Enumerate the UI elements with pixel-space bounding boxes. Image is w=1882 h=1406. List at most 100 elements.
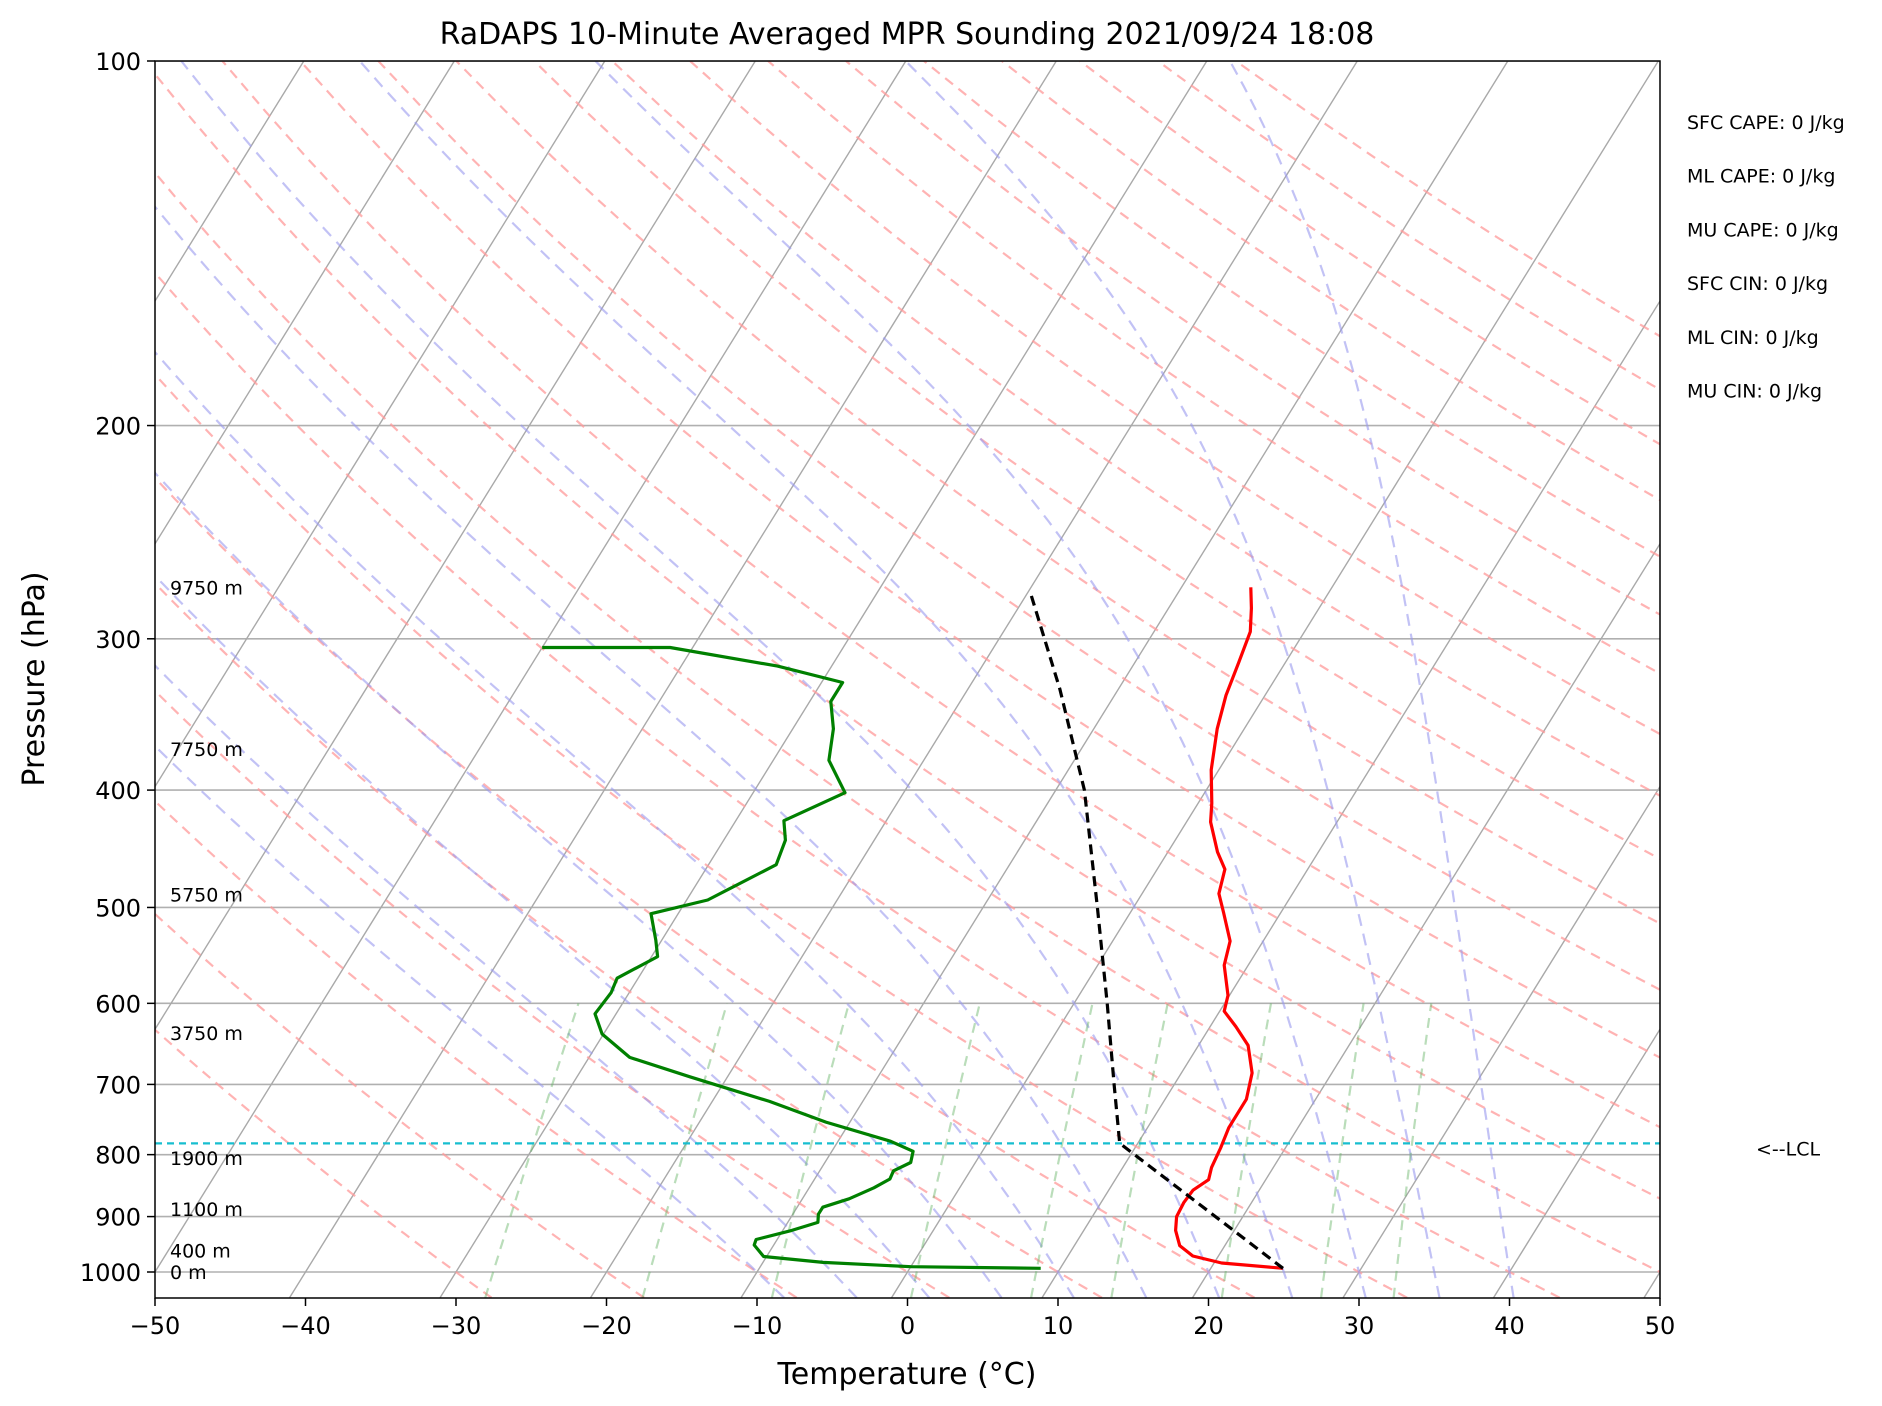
dry-adiabat [533,61,1660,861]
dry-adiabat [155,372,1408,1298]
dry-adiabat [923,61,1660,558]
background-lines [0,61,1882,1298]
dry-adiabat [155,799,798,1298]
moist-adiabat [155,744,785,1298]
y-axis: 100 200 300 400 500 600 700 800 900 1000 [80,48,155,1287]
y-axis-label: Pressure (hPa) [17,571,52,786]
dry-adiabat [155,581,1103,1298]
dry-adiabat [1235,61,1660,338]
mixing-ratio-line [1110,1003,1169,1298]
y-tick-label: 900 [95,1204,141,1232]
x-tick-label: 30 [1344,1312,1375,1340]
dry-adiabat [221,61,1660,1129]
y-tick-label: 200 [95,413,141,441]
y-tick-label: 100 [95,48,141,76]
dry-adiabat [1001,61,1660,502]
dry-adiabat [155,689,950,1298]
mixing-ratio-line [1030,1003,1094,1298]
mixing-ratio-line [1392,1003,1433,1298]
dry-adiabat [155,476,1256,1298]
y-tick-label: 400 [95,777,141,805]
isotherm-line [1795,61,1882,1298]
y-tick-label: 500 [95,894,141,922]
series-layer [155,587,1660,1270]
height-label: 1100 m [170,1199,243,1221]
x-tick-label: 50 [1645,1312,1676,1340]
isotherm-line [288,61,1057,1298]
moist-adiabat [904,61,1441,1298]
moist-adiabat [180,61,1221,1298]
dry-adiabat [155,1028,493,1298]
y-tick-label: 1000 [80,1259,141,1287]
index-text: ML CIN: 0 J/kg [1687,327,1819,349]
height-label: 9750 m [170,577,243,599]
x-axis: −50 −40 −30 −20 −10 0 10 20 30 40 50 [130,1298,1676,1340]
x-axis-label: Temperature (°C) [777,1357,1037,1392]
lcl-label: <--LCL [1756,1138,1820,1160]
moist-adiabat [155,574,931,1298]
dry-adiabat [377,61,1660,991]
x-tick-label: −30 [431,1312,482,1340]
dry-adiabat [455,61,1660,925]
dry-adiabat [155,171,1660,1274]
moist-adiabat [1228,61,1515,1298]
moist-adiabat [155,471,1003,1298]
index-text: ML CAPE: 0 J/kg [1687,166,1835,188]
height-labels: 9750 m 7750 m 5750 m 3750 m 1900 m 1100 m 400 … [170,577,243,1284]
temperature-profile-line [1173,587,1284,1270]
dry-adiabat [155,271,1561,1298]
index-text: MU CIN: 0 J/kg [1687,381,1822,403]
moist-adiabat [594,61,1367,1298]
dry-adiabat [155,912,645,1298]
moist-adiabat [155,205,1148,1298]
index-text: MU CAPE: 0 J/kg [1687,219,1839,241]
isotherm-line [1041,299,1660,1298]
dry-adiabat [689,61,1660,736]
height-label: 400 m [170,1241,231,1263]
dry-adiabat [1079,61,1660,446]
isotherm-line [1191,542,1660,1298]
height-label: 1900 m [170,1148,243,1170]
moist-adiabat [155,350,1075,1298]
height-label: 5750 m [170,885,243,907]
index-text: SFC CAPE: 0 J/kg [1687,112,1845,134]
height-label: 3750 m [170,1023,243,1045]
dry-adiabat [155,72,1660,1200]
mixing-ratio-line [1320,1003,1365,1298]
x-tick-label: 0 [900,1312,915,1340]
moist-adiabat [155,664,858,1298]
isotherm-line [0,61,3,1298]
isotherm-line [155,61,305,303]
dry-adiabat [299,61,1660,1059]
isotherm-line [589,61,1358,1298]
isotherm-line [439,61,1208,1298]
isotherm-line [1643,1270,1660,1298]
y-tick-label: 700 [95,1071,141,1099]
isotherm-line [890,61,1659,1298]
mixing-ratio-line [770,1003,851,1298]
mixing-ratio-line [1220,1003,1273,1298]
x-tick-label: 20 [1193,1312,1224,1340]
x-tick-label: −40 [280,1312,331,1340]
chart-title: RaDAPS 10-Minute Averaged MPR Sounding 2… [440,17,1375,52]
isotherm-line [155,61,455,546]
dry-adiabat [1157,61,1660,391]
y-tick-label: 800 [95,1142,141,1170]
plot-frame [154,60,1661,1299]
height-label: 0 m [170,1262,207,1284]
dry-adiabat [767,61,1660,675]
x-tick-label: −10 [732,1312,783,1340]
y-tick-label: 600 [95,990,141,1018]
height-label: 7750 m [170,739,243,761]
indices-panel: SFC CAPE: 0 J/kg ML CAPE: 0 J/kg MU CAPE: … [1687,112,1845,403]
mixing-ratio-line [909,1003,981,1298]
y-tick-label: 300 [95,626,141,654]
x-tick-label: 10 [1043,1312,1074,1340]
x-tick-label: −20 [581,1312,632,1340]
parcel-profile-line [1028,592,1284,1270]
isotherm-line [1492,1027,1660,1298]
x-tick-label: −50 [130,1312,181,1340]
isotherm-line [155,61,907,1274]
dry-adiabat [845,61,1660,616]
